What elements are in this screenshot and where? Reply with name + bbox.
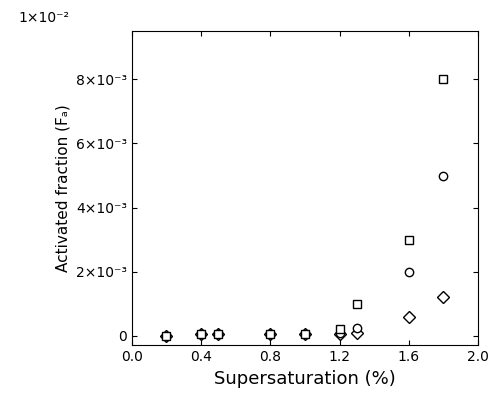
Text: 1×10⁻²: 1×10⁻² [18, 11, 70, 25]
Y-axis label: Activated fraction (Fₐ): Activated fraction (Fₐ) [56, 105, 70, 272]
X-axis label: Supersaturation (%): Supersaturation (%) [214, 370, 396, 388]
